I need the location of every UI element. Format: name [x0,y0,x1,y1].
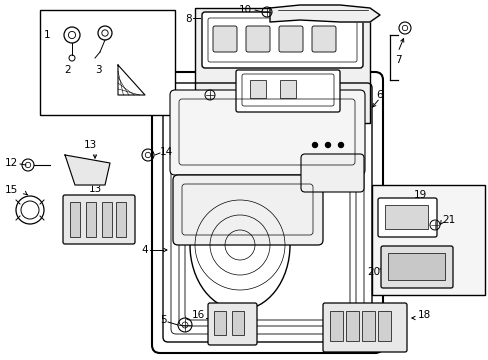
FancyBboxPatch shape [236,70,339,112]
FancyBboxPatch shape [377,198,436,237]
Text: 20: 20 [366,267,379,277]
Bar [329,311,342,341]
Bar [377,311,390,341]
FancyBboxPatch shape [170,90,364,175]
FancyBboxPatch shape [152,72,382,353]
Text: 3: 3 [95,65,101,75]
Text: 9: 9 [229,110,236,120]
Text: 12: 12 [5,158,18,168]
Text: 2: 2 [64,65,71,75]
Bar [280,80,295,98]
Text: 15: 15 [5,185,18,195]
Text: 1: 1 [44,30,51,40]
FancyBboxPatch shape [311,26,335,52]
Bar [70,202,80,237]
Text: 18: 18 [417,310,430,320]
Text: 7: 7 [394,55,401,65]
FancyBboxPatch shape [323,303,406,352]
Circle shape [325,143,330,148]
Bar [346,311,358,341]
FancyBboxPatch shape [63,195,135,244]
FancyBboxPatch shape [207,303,257,345]
Bar [371,185,484,295]
Text: 17: 17 [92,210,105,220]
Text: 21: 21 [441,215,454,225]
Text: 6: 6 [376,90,383,100]
Bar [102,202,112,237]
Text: 16: 16 [191,310,204,320]
Bar [387,253,444,280]
Text: 13: 13 [83,140,97,150]
Bar [384,205,427,229]
FancyBboxPatch shape [245,26,269,52]
Bar [86,202,96,237]
FancyBboxPatch shape [279,26,303,52]
Text: 4: 4 [141,245,148,255]
Text: 14: 14 [160,147,173,157]
Circle shape [338,143,343,148]
Bar [214,311,225,335]
FancyBboxPatch shape [173,175,323,245]
FancyBboxPatch shape [213,26,237,52]
Text: 5: 5 [160,315,167,325]
Text: 13: 13 [88,184,102,194]
Bar [116,202,126,237]
Text: 8: 8 [185,14,192,24]
Bar [231,311,244,335]
FancyBboxPatch shape [380,246,452,288]
Bar [361,311,374,341]
Bar [249,80,265,98]
Polygon shape [65,155,110,185]
FancyBboxPatch shape [301,154,363,192]
Polygon shape [269,5,379,22]
Text: 11: 11 [267,110,281,120]
Text: 10: 10 [238,5,251,15]
Bar [40,10,175,115]
FancyBboxPatch shape [202,12,362,68]
Circle shape [312,143,317,148]
Text: 19: 19 [412,190,426,200]
Bar [195,8,369,123]
